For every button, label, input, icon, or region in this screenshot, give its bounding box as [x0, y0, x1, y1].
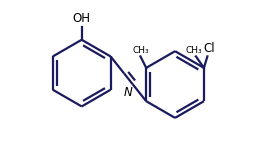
Text: CH₃: CH₃	[132, 46, 149, 55]
Text: CH₃: CH₃	[186, 46, 202, 55]
Text: N: N	[123, 86, 132, 99]
Text: Cl: Cl	[203, 42, 215, 55]
Text: OH: OH	[73, 12, 91, 26]
